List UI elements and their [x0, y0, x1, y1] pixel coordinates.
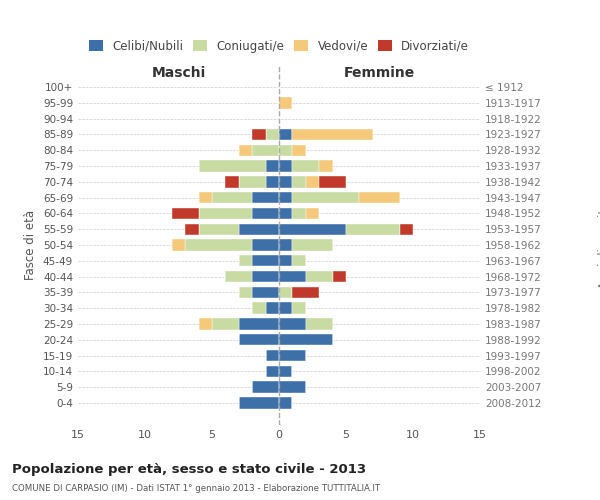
Legend: Celibi/Nubili, Coniugati/e, Vedovi/e, Divorziati/e: Celibi/Nubili, Coniugati/e, Vedovi/e, Di… [84, 35, 474, 58]
Bar [292, 302, 306, 314]
Bar [279, 334, 332, 345]
Bar [172, 240, 185, 250]
Bar [212, 318, 239, 330]
Bar [279, 286, 292, 298]
Y-axis label: Fasce di età: Fasce di età [25, 210, 37, 280]
Text: Femmine: Femmine [344, 66, 415, 80]
Bar [306, 318, 332, 330]
Text: Popolazione per età, sesso e stato civile - 2013: Popolazione per età, sesso e stato civil… [12, 462, 366, 475]
Bar [212, 192, 252, 203]
Bar [199, 318, 212, 330]
Bar [239, 176, 266, 188]
Y-axis label: Anni di nascita: Anni di nascita [598, 202, 600, 288]
Bar [252, 240, 279, 250]
Bar [266, 350, 279, 362]
Bar [359, 192, 400, 203]
Bar [252, 286, 279, 298]
Bar [292, 208, 306, 219]
Bar [266, 176, 279, 188]
Bar [279, 208, 292, 219]
Bar [239, 286, 252, 298]
Bar [239, 224, 279, 235]
Bar [292, 255, 306, 266]
Bar [306, 208, 319, 219]
Bar [252, 128, 266, 140]
Bar [292, 160, 319, 172]
Bar [199, 160, 266, 172]
Bar [279, 192, 292, 203]
Text: Maschi: Maschi [151, 66, 206, 80]
Bar [332, 271, 346, 282]
Bar [292, 128, 373, 140]
Bar [266, 366, 279, 377]
Bar [199, 192, 212, 203]
Bar [279, 160, 292, 172]
Bar [266, 302, 279, 314]
Bar [239, 398, 279, 408]
Bar [346, 224, 400, 235]
Bar [252, 271, 279, 282]
Bar [199, 208, 252, 219]
Bar [292, 176, 306, 188]
Bar [279, 271, 306, 282]
Text: COMUNE DI CARPASIO (IM) - Dati ISTAT 1° gennaio 2013 - Elaborazione TUTTITALIA.I: COMUNE DI CARPASIO (IM) - Dati ISTAT 1° … [12, 484, 380, 493]
Bar [279, 302, 292, 314]
Bar [239, 144, 252, 156]
Bar [239, 255, 252, 266]
Bar [185, 240, 252, 250]
Bar [252, 382, 279, 393]
Bar [172, 208, 199, 219]
Bar [319, 160, 332, 172]
Bar [292, 144, 306, 156]
Bar [306, 271, 332, 282]
Bar [279, 318, 306, 330]
Bar [292, 192, 359, 203]
Bar [400, 224, 413, 235]
Bar [279, 224, 346, 235]
Bar [279, 366, 292, 377]
Bar [252, 255, 279, 266]
Bar [279, 398, 292, 408]
Bar [252, 208, 279, 219]
Bar [319, 176, 346, 188]
Bar [279, 97, 292, 108]
Bar [252, 302, 266, 314]
Bar [185, 224, 199, 235]
Bar [252, 144, 279, 156]
Bar [306, 176, 319, 188]
Bar [252, 192, 279, 203]
Bar [279, 350, 306, 362]
Bar [279, 176, 292, 188]
Bar [292, 286, 319, 298]
Bar [292, 240, 332, 250]
Bar [226, 271, 252, 282]
Bar [199, 224, 239, 235]
Bar [279, 240, 292, 250]
Bar [279, 382, 306, 393]
Bar [239, 318, 279, 330]
Bar [226, 176, 239, 188]
Bar [266, 160, 279, 172]
Bar [279, 128, 292, 140]
Bar [279, 255, 292, 266]
Bar [279, 144, 292, 156]
Bar [239, 334, 279, 345]
Bar [266, 128, 279, 140]
